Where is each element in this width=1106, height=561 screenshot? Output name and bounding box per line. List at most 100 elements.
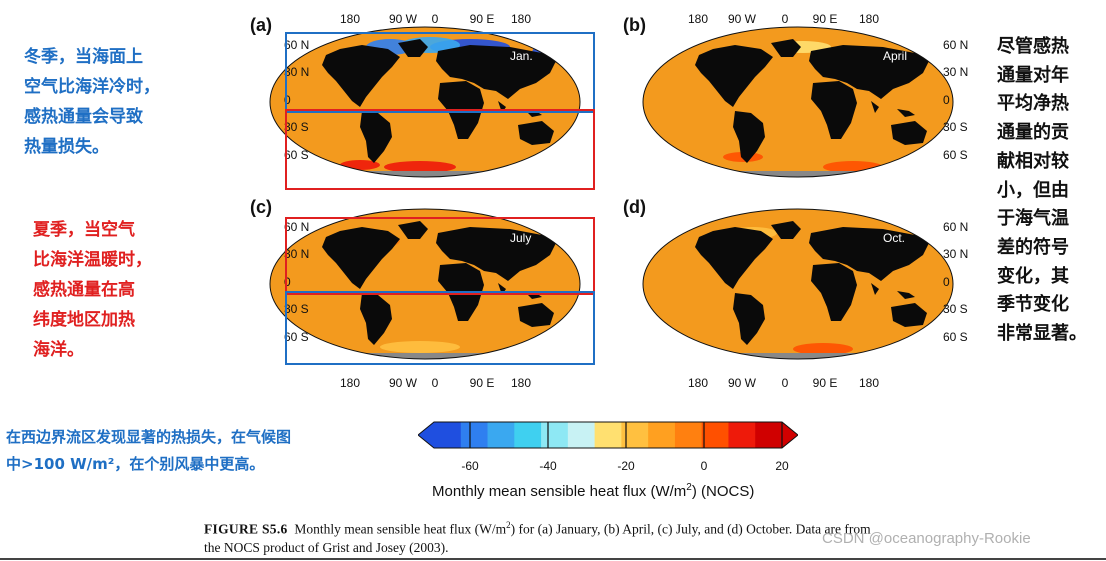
note-line: 季节变化 [997,294,1069,316]
colorbar-outline [418,421,798,449]
watermark: CSDN @oceanography-Rookie [822,530,1031,547]
longitude-tick-label: 180 [511,376,531,390]
continent-shape [811,81,857,139]
longitude-tick-label: 180 [859,12,879,26]
colorbar-swatch [674,422,703,448]
colorbar-title: Monthly mean sensible heat flux (W/m2) (… [432,482,755,500]
longitude-tick-label: 90 W [728,376,757,390]
note-line: 空气比海洋冷时， [24,77,160,97]
latitude-tick-label: 30 N [943,247,968,261]
note-line: 冬季，当海面上 [24,47,143,67]
western-boundary-note: 在西边界流区发现显著的热损失，在气候图 中>100 W/m²，在个别风暴中更高。 [6,424,291,478]
latitude-tick-label: 60 N [943,220,968,234]
continent-shape [360,111,392,163]
continent-shape [871,283,879,295]
note-line: 尽管感热 [997,36,1069,57]
map-panel-october: (d) Oct. 60 N 30 N 0 30 S 60 S [623,197,968,367]
note-line: 献相对较 [997,150,1069,172]
latitude-tick-label: 60 S [284,148,309,162]
month-label: April [883,49,907,63]
colorbar-tick-label: 20 [775,459,789,473]
note-line: 平均净热 [997,93,1069,115]
note-line: 变化，其 [997,265,1069,287]
month-label: July [510,231,531,245]
colorbar-swatch [514,422,542,448]
map-panel-january: (a) Jan. 60 N 30 N 0 30 S 60 S [250,15,585,185]
continent-shape [897,291,915,299]
longitude-tick-label: 0 [432,376,439,390]
latitude-tick-label: 30 N [284,65,309,79]
latitude-tick-label: 60 S [943,330,968,344]
colorbar-swatch [460,422,489,448]
continent-shape [811,263,857,321]
note-line: 非常显著。 [997,323,1087,345]
colorbar-swatch [728,422,756,448]
latitude-tick-label: 30 N [943,65,968,79]
colorbar-swatch [755,422,783,448]
flux-anomaly-patch [793,343,853,355]
antarctica-shape [270,353,580,359]
colorbar-tick-label: -40 [539,459,557,473]
colorbar-swatch [567,422,596,448]
note-line: 热量损失。 [24,137,109,157]
annual-note: 尽管感热 通量对年 平均净热 通量的贡 献相对较 小，但由 于海气温 差的符号 变化，其 季节变化… [997,33,1087,349]
map-outline [642,208,954,360]
latitude-tick-label: 30 S [284,302,309,316]
map-svg: (b) April 60 N 30 N 0 30 S 60 S [623,15,968,178]
note-line: 中>100 W/m²，在个别风暴中更高。 [6,455,265,473]
panel-label: (a) [250,15,272,35]
continent-shape [436,45,556,99]
continent-shape [398,221,428,239]
latitude-tick-label: 60 N [284,220,309,234]
antarctica-shape [270,171,580,177]
continent-shape [771,221,801,239]
flux-anomaly-patch [380,341,460,353]
bottom-longitude-ticks: 180 90 W 0 90 E 180 180 90 W 0 90 E 180 [340,376,879,390]
continent-shape [695,227,773,289]
map-outline [269,208,581,360]
map-outline [642,26,954,178]
latitude-tick-label: 30 N [284,247,309,261]
continent-shape [809,45,929,99]
note-line: 差的符号 [997,236,1069,258]
continent-shape [809,227,929,281]
longitude-tick-label: 90 W [389,12,418,26]
bottom-rule [0,558,1106,560]
colorbar-tick-label: -60 [461,459,479,473]
latitude-tick-label: 60 N [284,38,309,52]
longitude-tick-label: 90 E [813,12,838,26]
longitude-tick-label: 90 E [813,376,838,390]
longitude-tick-label: 90 W [389,376,418,390]
colorbar-swatch [594,422,622,448]
longitude-tick-label: 90 E [470,376,495,390]
flux-anomaly-patch [384,161,456,173]
july-southern-box [285,291,595,365]
longitude-tick-label: 180 [340,376,360,390]
continent-shape [891,303,927,327]
figure-caption: FIGURE S5.6 Monthly mean sensible heat f… [204,520,871,555]
summer-note: 夏季，当空气 比海洋温暖时， 感热通量在高 纬度地区加热 海洋。 [33,215,152,365]
note-line: 海洋。 [33,340,84,360]
continent-shape [398,39,428,57]
top-longitude-ticks: 180 90 W 0 90 E 180 180 90 W 0 90 E 180 [340,12,879,26]
colorbar-arrow-right [782,422,798,448]
panel-label: (d) [623,197,646,217]
latitude-tick-label: 0 [284,275,291,289]
antarctica-shape [643,171,953,177]
colorbar-swatch [541,422,569,448]
continent-shape [322,45,400,107]
continent-shape [436,227,556,281]
note-line: 在西边界流区发现显著的热损失，在气候图 [6,428,292,446]
longitude-tick-label: 180 [688,376,708,390]
note-line: 感热通量在高 [33,280,135,300]
note-line: 于海气温 [997,208,1069,230]
latitude-tick-label: 30 S [943,302,968,316]
colorbar: -60 -40 -20 0 20 [418,421,798,473]
continent-shape [771,39,801,57]
january-southern-box [285,109,595,190]
longitude-tick-label: 180 [688,12,708,26]
month-label: Jan. [510,49,533,63]
note-line: 纬度地区加热 [33,310,135,330]
continent-shape [733,293,765,345]
latitude-tick-label: 0 [284,93,291,107]
